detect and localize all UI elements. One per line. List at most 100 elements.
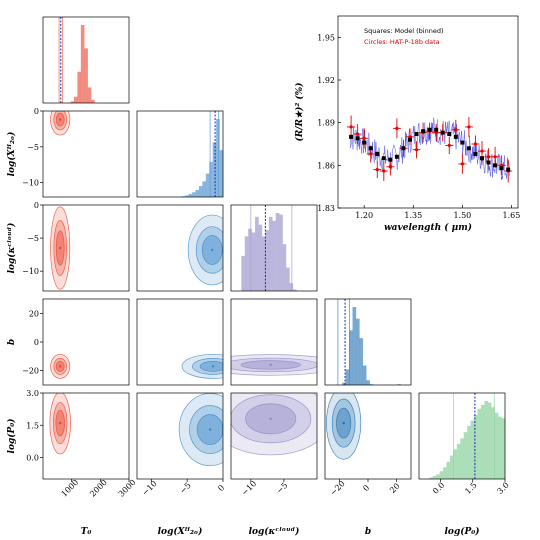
cell-frame [230,204,318,292]
hist-bar [345,369,350,385]
hist-bar [460,438,464,479]
hist-bar [282,244,287,291]
y-tick-label: −10 [22,267,39,276]
model-binned-point [486,160,491,165]
inset-y-axis-label: (R/R★)² (%) [294,83,305,142]
density-peak [269,417,272,420]
x-tick-label: 0 [216,483,226,493]
density-peak [59,365,62,368]
x-tick-label: 1000 [60,478,81,499]
y-axis-label-logXH2O: log(Xᴴ₂ₒ) [6,132,17,177]
y-tick-label: −20 [22,367,39,376]
model-binned-point [362,140,367,145]
hist-bar [216,119,220,197]
diag-hist-logkcloud [230,204,318,292]
hist-bar [352,307,357,385]
density-peak [59,246,62,250]
inset-x-axis-label: wavelength ( μm) [384,222,472,233]
hist-bar [289,283,294,291]
x-tick-label: 0 [361,483,371,493]
y-tick-label: 1.5 [26,421,39,430]
inset-y-tick-label: 1.95 [317,33,335,42]
hist-bar [80,25,85,103]
model-binned-point [480,156,484,161]
legend-entry: Circles: HAT-P-18b data [364,38,440,46]
y-tick-label: 0 [34,201,39,210]
hist-bar [453,449,458,479]
y-tick-label: 0 [34,107,39,116]
y-tick-label: −5 [27,234,39,243]
data-point [467,125,471,129]
x-axis-label-logP0: log(P₀) [445,526,480,537]
diag-hist-b [324,298,412,386]
cell-frame [136,298,224,386]
hist-bar [87,87,92,103]
hist-bar [209,161,213,197]
hist-bar [73,96,78,103]
model-binned-point [440,130,445,135]
data-point [408,135,412,139]
spectrum-inset: 1.83 1.86 1.89 1.92 1.95 1.20 1.35 1.50 1.65 wave… [294,15,521,233]
x-axis-label-logkcloud: log(κᶜˡᵒᵘᵈ) [249,526,300,537]
inset-x-tick-label: 1.20 [355,211,373,220]
diag-hist-logP0 [418,392,506,480]
model-binned-point [421,129,426,134]
x-axis-label-logXH2O: log(Xᴴ₂ₒ) [158,526,203,537]
x-tick-label: 1.5 [463,481,478,496]
data-point [473,142,478,146]
cell-frame [230,298,318,386]
hist-bar [91,99,95,103]
inset-x-tick-label: 1.50 [453,211,471,220]
hist-bar [248,228,252,291]
data-point [414,148,419,152]
density-peak [211,365,215,368]
data-point [369,152,373,156]
hist-bar [272,220,276,291]
hist-bar [268,216,273,291]
x-axis-label-b: b [365,527,371,537]
model-binned-point [414,132,419,137]
hist-bar [258,224,263,291]
y-tick-label: 0.0 [26,454,39,463]
density-contour [199,361,223,372]
pair-logP0-logXH2O [136,392,224,480]
hist-bar [487,402,492,479]
hist-bar [188,193,193,197]
inset-x-tick-label: 1.65 [503,211,521,220]
density-peak [208,428,212,431]
hist-bar [491,407,495,479]
data-point [388,165,392,169]
hist-bar [70,101,75,103]
hist-bar [429,477,433,479]
model-binned-point [493,163,498,168]
diag-hist-T0 [42,16,130,104]
cell-frame [230,392,318,480]
hist-bar [432,475,437,479]
hist-bar [195,189,200,197]
hist-bar [255,216,259,291]
hist-bar [439,471,444,479]
model-binned-point [499,166,504,171]
inset-y-tick-label: 1.83 [317,204,335,213]
cell-frame [42,392,130,480]
model-binned-point [381,156,386,161]
hist-bar [494,412,499,479]
hist-bar [480,404,485,479]
pair-logP0-b [324,392,412,480]
pair-logP0-T0 [42,392,130,480]
hist-bar [292,289,297,291]
y-tick-label: −5 [27,143,39,152]
y-axis-label-logP0: log(P₀) [6,419,17,454]
pair-logkcloud-T0 [42,204,130,292]
hist-bar [436,474,440,479]
cell-frame [42,16,130,104]
data-point [460,162,464,166]
hist-bar [443,467,447,479]
cell-frame [418,392,506,480]
model-binned-point [506,167,511,172]
cell-frame [136,110,224,198]
inset-x-tick-label: 1.35 [404,211,422,220]
model-binned-point [427,127,432,132]
data-point [493,155,497,159]
